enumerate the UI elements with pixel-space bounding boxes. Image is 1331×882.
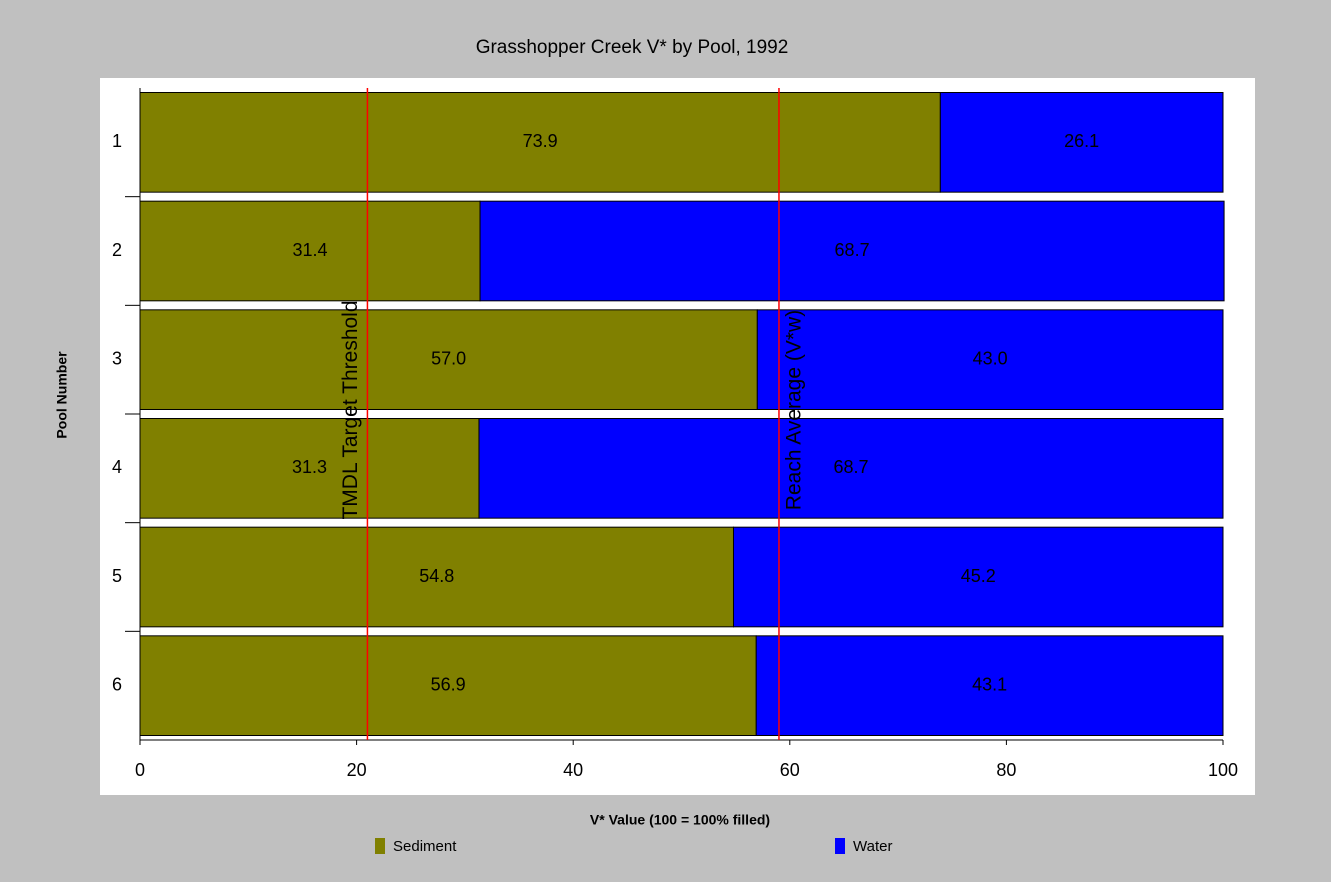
bar-segment — [732, 526, 1224, 628]
reference-label: TMDL Target Threshold — [339, 300, 362, 519]
data-label: 45.2 — [961, 566, 996, 586]
bar-segment — [139, 92, 941, 193]
data-label: 68.7 — [835, 240, 870, 260]
y-tick-label: 2 — [112, 240, 122, 260]
data-label: 73.9 — [523, 131, 558, 151]
data-label: 43.0 — [973, 348, 1008, 368]
bar-segment — [756, 309, 1224, 411]
chart-title: Grasshopper Creek V* by Pool, 1992 — [476, 37, 789, 58]
x-tick-label: 80 — [996, 760, 1016, 780]
y-tick-label: 6 — [112, 674, 122, 694]
y-tick-label: 1 — [112, 131, 122, 151]
y-tick-label: 5 — [112, 566, 122, 586]
x-tick-label: 60 — [780, 760, 800, 780]
y-tick-label: 4 — [112, 457, 122, 477]
data-label: 26.1 — [1064, 131, 1099, 151]
legend-swatch — [375, 838, 385, 854]
x-tick-label: 100 — [1208, 760, 1238, 780]
bar-segment — [139, 635, 757, 736]
legend-label: Water — [853, 838, 892, 855]
data-label: 56.9 — [431, 674, 466, 694]
data-label: 54.8 — [419, 566, 454, 586]
x-tick-label: 0 — [135, 760, 145, 780]
data-label: 31.4 — [293, 240, 328, 260]
bar-segment — [139, 526, 734, 628]
bar-segment — [755, 635, 1224, 736]
data-label: 57.0 — [431, 348, 466, 368]
bar-segment — [479, 200, 1225, 302]
bar-segment — [139, 418, 480, 519]
data-label: 31.3 — [292, 457, 327, 477]
bar-segment — [939, 92, 1224, 193]
legend-label: Sediment — [393, 838, 457, 855]
bar-segment — [478, 418, 1224, 519]
data-label: 43.1 — [972, 674, 1007, 694]
x-tick-label: 20 — [347, 760, 367, 780]
x-tick-label: 40 — [563, 760, 583, 780]
data-label: 68.7 — [833, 457, 868, 477]
bar-segment — [139, 200, 481, 302]
y-tick-label: 3 — [112, 348, 122, 368]
x-axis-label: V* Value (100 = 100% filled) — [590, 812, 770, 828]
y-axis-label: Pool Number — [54, 351, 70, 439]
reference-label: Reach Average (V*w) — [783, 310, 806, 510]
legend-swatch — [835, 838, 845, 854]
